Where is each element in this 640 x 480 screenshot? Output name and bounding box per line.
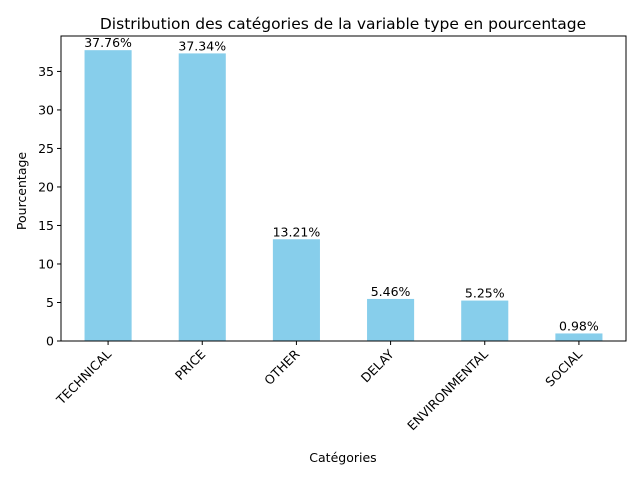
- y-tick-label: 30: [38, 102, 54, 117]
- y-tick-label: 35: [38, 64, 54, 79]
- y-tick-label: 5: [46, 295, 54, 310]
- bar-value-labels: 37.76% 37.34% 13.21% 5.46% 5.25% 0.98%: [84, 35, 599, 333]
- chart-title: Distribution des catégories de la variab…: [100, 15, 586, 33]
- bar-delay: [367, 298, 415, 341]
- y-tick-label: 20: [38, 179, 54, 194]
- data-label-delay: 5.46%: [371, 284, 411, 299]
- bar-social: [555, 333, 603, 341]
- data-label-social: 0.98%: [559, 318, 599, 333]
- data-label-environmental: 5.25%: [465, 286, 505, 301]
- x-axis-label: Catégories: [309, 450, 376, 465]
- y-axis: 0 5 10 15 20 25 30 35: [38, 64, 61, 349]
- y-tick-label: 15: [38, 218, 54, 233]
- bars-group: [84, 50, 603, 342]
- plot-frame: [60, 35, 627, 342]
- bar-technical: [84, 50, 132, 341]
- data-label-other: 13.21%: [273, 224, 321, 239]
- y-axis-label: Pourcentage: [14, 152, 29, 231]
- data-label-price: 37.34%: [178, 38, 226, 53]
- y-tick-label: 25: [38, 141, 54, 156]
- y-tick-label: 0: [46, 334, 54, 349]
- bar-price: [178, 53, 226, 342]
- bar-environmental: [461, 300, 509, 341]
- bar-other: [272, 239, 320, 341]
- y-tick-label: 10: [38, 256, 54, 271]
- data-label-technical: 37.76%: [84, 35, 132, 50]
